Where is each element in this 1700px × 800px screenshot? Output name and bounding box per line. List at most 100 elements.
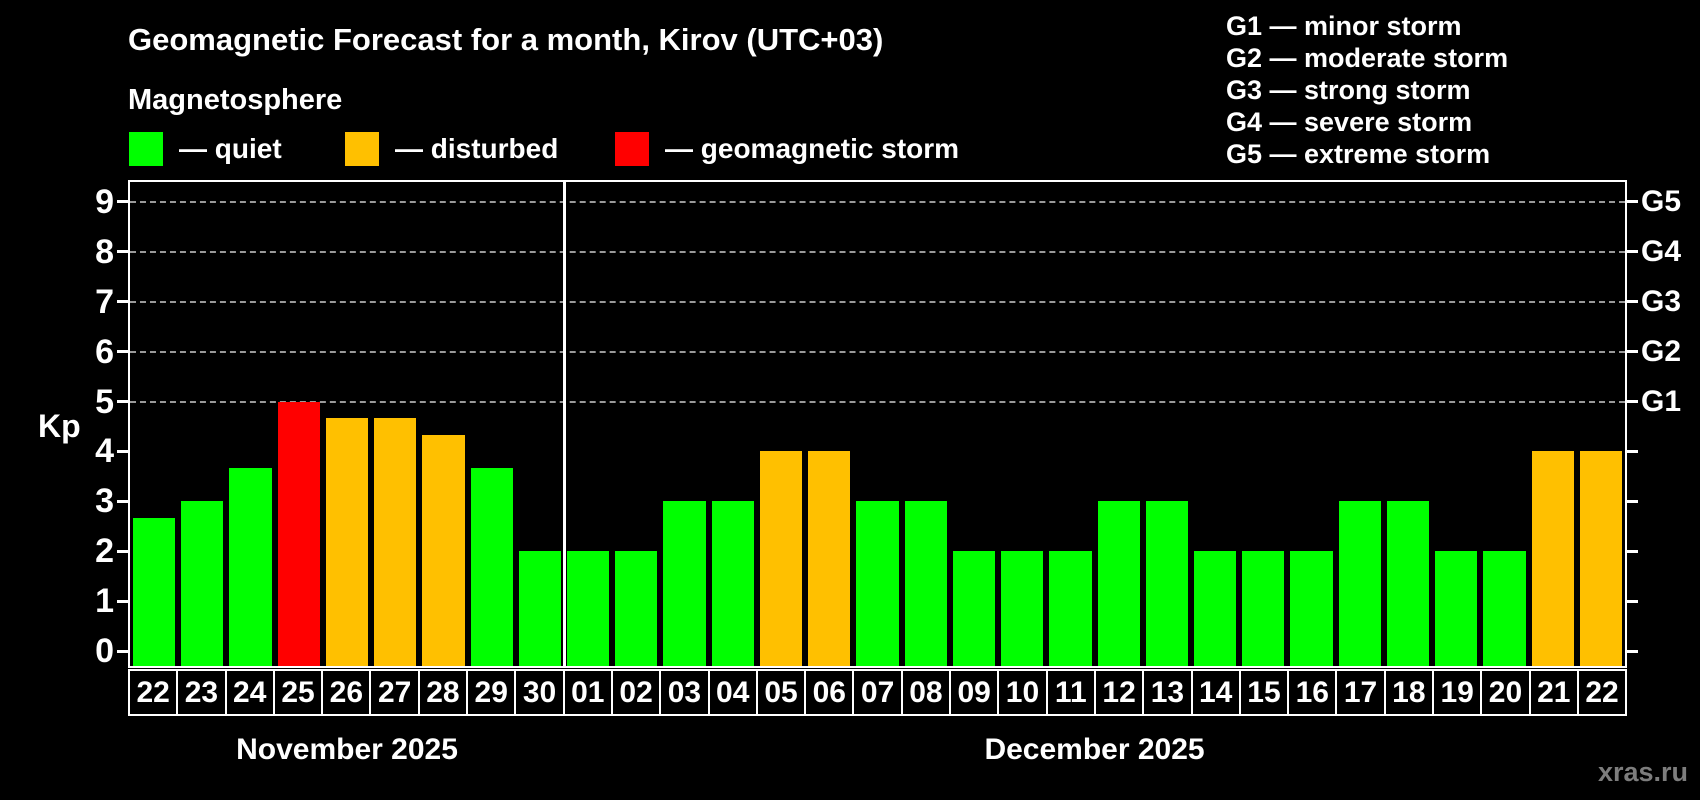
right-axis-label-g2: G2 bbox=[1641, 334, 1682, 368]
storm-scale-line: G5 — extreme storm bbox=[1226, 139, 1491, 169]
day-label: 20 bbox=[1480, 671, 1528, 714]
day-label: 12 bbox=[1093, 671, 1142, 714]
day-label: 04 bbox=[707, 671, 756, 714]
storm-color-swatch bbox=[615, 132, 649, 166]
grid-line-kp9 bbox=[130, 200, 1625, 203]
right-tick-4 bbox=[1625, 449, 1638, 453]
day-label: 29 bbox=[466, 671, 514, 714]
kp-bar-november-30 bbox=[518, 551, 562, 666]
kp-bar-december-07 bbox=[856, 501, 899, 666]
kp-bar-november-27 bbox=[374, 417, 417, 666]
kp-bar-november-26 bbox=[325, 417, 369, 666]
watermark: xras.ru bbox=[1597, 757, 1688, 787]
day-label: 27 bbox=[369, 671, 417, 714]
kp-bar-december-20 bbox=[1483, 551, 1526, 666]
left-tick-1 bbox=[117, 599, 130, 603]
plot-inner bbox=[130, 182, 1625, 666]
y-tick-label-8: 8 bbox=[95, 232, 114, 271]
kp-bar-december-22 bbox=[1579, 451, 1622, 666]
disturbed-color-swatch bbox=[345, 132, 379, 166]
legend-item-quiet: — quiet bbox=[129, 132, 282, 166]
day-label: 30 bbox=[514, 671, 562, 714]
kp-bar-december-11 bbox=[1049, 551, 1092, 666]
month-label-november: November 2025 bbox=[236, 733, 458, 766]
kp-bar-december-19 bbox=[1435, 551, 1478, 666]
legend-label-disturbed: — disturbed bbox=[395, 133, 559, 164]
month-label-december: December 2025 bbox=[984, 733, 1205, 766]
day-label: 18 bbox=[1383, 671, 1432, 714]
day-label: 06 bbox=[804, 671, 852, 714]
day-label: 09 bbox=[949, 671, 997, 714]
kp-bar-december-17 bbox=[1338, 501, 1381, 666]
day-label: 21 bbox=[1528, 671, 1577, 714]
day-label: 15 bbox=[1238, 671, 1287, 714]
kp-bar-december-12 bbox=[1097, 501, 1140, 666]
kp-bar-november-23 bbox=[181, 501, 224, 666]
day-label: 16 bbox=[1287, 671, 1335, 714]
right-tick-5 bbox=[1625, 400, 1638, 403]
kp-bar-november-25 bbox=[277, 401, 320, 666]
right-tick-2 bbox=[1625, 549, 1638, 553]
right-tick-6 bbox=[1625, 350, 1638, 354]
right-axis-label-g3: G3 bbox=[1641, 284, 1682, 318]
right-tick-0 bbox=[1625, 649, 1638, 653]
day-label: 23 bbox=[176, 671, 224, 714]
kp-bar-december-02 bbox=[615, 551, 658, 666]
right-axis-label-g1: G1 bbox=[1641, 384, 1682, 418]
day-label: 05 bbox=[755, 671, 804, 714]
day-label: 25 bbox=[272, 671, 321, 714]
day-label: 13 bbox=[1142, 671, 1190, 714]
day-label: 26 bbox=[321, 671, 369, 714]
kp-bar-december-14 bbox=[1193, 551, 1237, 666]
kp-bar-december-16 bbox=[1290, 551, 1333, 666]
kp-bar-december-09 bbox=[952, 551, 996, 666]
left-tick-0 bbox=[117, 649, 130, 653]
y-tick-label-2: 2 bbox=[95, 532, 114, 571]
grid-line-kp7 bbox=[130, 300, 1625, 303]
kp-bar-december-03 bbox=[663, 501, 706, 666]
left-tick-7 bbox=[117, 300, 130, 304]
left-tick-3 bbox=[117, 499, 130, 503]
right-tick-7 bbox=[1625, 300, 1638, 304]
kp-bar-december-08 bbox=[904, 501, 947, 666]
left-tick-8 bbox=[117, 250, 130, 254]
storm-scale-line: G4 — severe storm bbox=[1226, 107, 1473, 137]
storm-scale-line: G1 — minor storm bbox=[1226, 11, 1462, 41]
y-tick-label-7: 7 bbox=[95, 282, 114, 321]
plot-area bbox=[128, 180, 1627, 668]
storm-scale-line: G2 — moderate storm bbox=[1226, 43, 1509, 73]
right-axis-label-g5: G5 bbox=[1641, 184, 1682, 218]
legend-item-disturbed: — disturbed bbox=[345, 132, 558, 166]
kp-bar-december-15 bbox=[1242, 551, 1285, 666]
day-label: 07 bbox=[852, 671, 900, 714]
legend-item-storm: — geomagnetic storm bbox=[615, 132, 959, 166]
y-axis-label: Kp bbox=[38, 408, 81, 444]
y-tick-label-4: 4 bbox=[95, 432, 114, 471]
y-tick-label-1: 1 bbox=[95, 582, 114, 621]
legend-label-quiet: — quiet bbox=[179, 133, 282, 164]
day-label: 22 bbox=[136, 676, 170, 709]
kp-bar-december-06 bbox=[808, 451, 851, 666]
kp-bar-december-01 bbox=[567, 551, 610, 666]
day-label: 03 bbox=[659, 671, 707, 714]
day-label: 08 bbox=[900, 671, 949, 714]
y-tick-label-0: 0 bbox=[95, 632, 114, 670]
kp-bar-december-13 bbox=[1145, 501, 1188, 666]
right-tick-3 bbox=[1625, 499, 1638, 503]
day-label: 19 bbox=[1432, 671, 1480, 714]
month-separator bbox=[562, 182, 566, 666]
left-tick-9 bbox=[117, 200, 130, 204]
kp-bar-december-21 bbox=[1531, 451, 1574, 666]
kp-bar-november-22 bbox=[133, 517, 176, 666]
quiet-color-swatch bbox=[129, 132, 163, 166]
kp-bar-december-04 bbox=[711, 501, 754, 666]
kp-bar-november-29 bbox=[470, 467, 513, 666]
left-tick-6 bbox=[117, 350, 130, 354]
day-label: 02 bbox=[610, 671, 659, 714]
day-label: 14 bbox=[1190, 671, 1239, 714]
day-label: 28 bbox=[417, 671, 466, 714]
kp-bar-december-18 bbox=[1386, 501, 1430, 666]
storm-scale-line: G3 — strong storm bbox=[1226, 75, 1471, 105]
day-label: 10 bbox=[997, 671, 1045, 714]
